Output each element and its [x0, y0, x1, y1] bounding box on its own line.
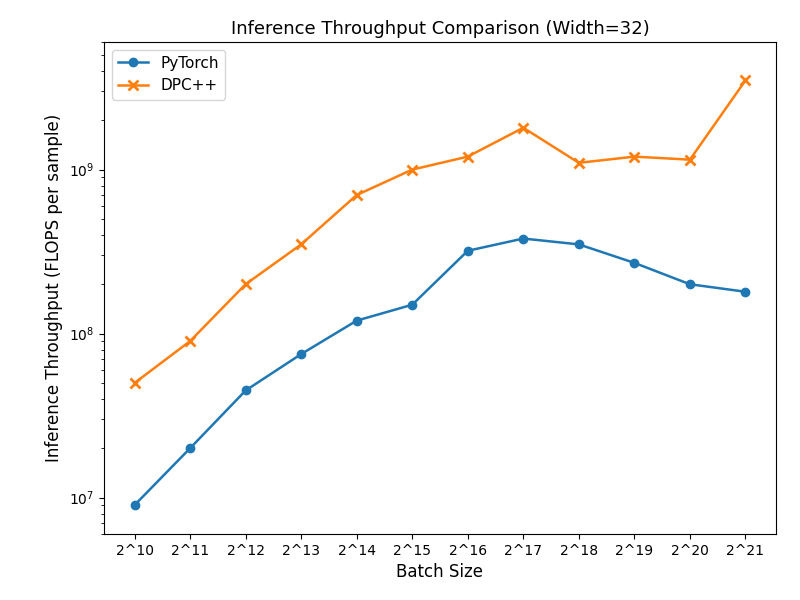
DPC++ — [685, 156, 694, 163]
PyTorch — [296, 350, 306, 358]
PyTorch — [518, 235, 528, 242]
PyTorch — [741, 288, 750, 295]
PyTorch — [463, 247, 473, 254]
X-axis label: Batch Size: Batch Size — [397, 563, 483, 581]
PyTorch — [186, 445, 195, 452]
PyTorch — [407, 301, 417, 308]
PyTorch — [574, 241, 584, 248]
Y-axis label: Inference Throughput (FLOPS per sample): Inference Throughput (FLOPS per sample) — [46, 114, 63, 462]
DPC++ — [741, 77, 750, 84]
DPC++ — [518, 124, 528, 131]
DPC++ — [352, 191, 362, 199]
Line: DPC++: DPC++ — [130, 76, 750, 388]
DPC++ — [186, 338, 195, 345]
PyTorch — [130, 502, 139, 509]
Legend: PyTorch, DPC++: PyTorch, DPC++ — [112, 50, 225, 100]
DPC++ — [463, 153, 473, 160]
Title: Inference Throughput Comparison (Width=32): Inference Throughput Comparison (Width=3… — [230, 20, 650, 38]
PyTorch — [685, 281, 694, 288]
PyTorch — [630, 259, 639, 266]
DPC++ — [407, 166, 417, 173]
PyTorch — [352, 317, 362, 324]
DPC++ — [130, 379, 139, 386]
DPC++ — [241, 281, 250, 288]
DPC++ — [574, 159, 584, 166]
PyTorch — [241, 387, 250, 394]
DPC++ — [296, 241, 306, 248]
Line: PyTorch: PyTorch — [130, 235, 750, 509]
DPC++ — [630, 153, 639, 160]
